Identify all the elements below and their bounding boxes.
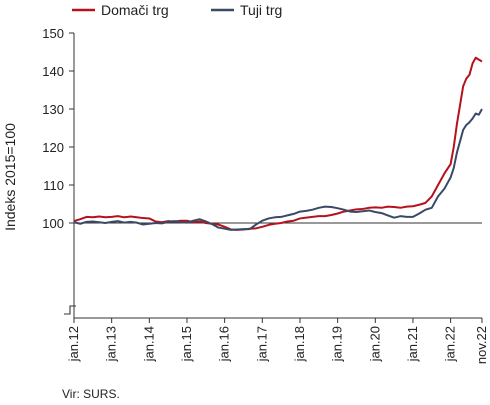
- y-tick-label: 130: [42, 102, 64, 117]
- x-tick-label: jan.19: [330, 326, 345, 362]
- series-line-domaci-trg: [73, 56, 483, 231]
- series-line-tuji-trg: [73, 108, 483, 231]
- legend: Domači trg Tuji trg: [72, 2, 282, 18]
- x-tick-label: jan.12: [66, 326, 81, 362]
- y-tick-label: 150: [42, 26, 64, 41]
- x-tick-label: jan.14: [141, 326, 156, 362]
- x-tick-label: jan.18: [292, 326, 307, 362]
- y-tick-label: 140: [42, 64, 64, 79]
- y-axis-title: Indeks 2015=100: [2, 123, 18, 231]
- x-tick-label: nov.22: [474, 326, 489, 364]
- source-note: Vir: SURS.: [62, 387, 120, 401]
- legend-label-domaci-trg: Domači trg: [101, 2, 169, 18]
- y-tick-label: 100: [42, 216, 64, 231]
- y-tick-label: 120: [42, 140, 64, 155]
- x-tick-label: jan.21: [405, 326, 420, 362]
- x-tick-label: jan.17: [254, 326, 269, 362]
- x-tick-label: jan.22: [443, 326, 458, 362]
- x-tick-label: jan.20: [367, 326, 382, 362]
- axis-break-marker: [64, 305, 76, 315]
- x-tick-label: jan.15: [179, 326, 194, 362]
- plot-area: 100 110 120 130 140 150 jan.12 jan.13 jan.14 jan.…: [42, 26, 489, 364]
- x-tick-label: jan.13: [104, 326, 119, 362]
- legend-label-tuji-trg: Tuji trg: [240, 2, 282, 18]
- y-tick-label: 110: [43, 178, 64, 193]
- x-tick-label: jan.16: [217, 326, 232, 362]
